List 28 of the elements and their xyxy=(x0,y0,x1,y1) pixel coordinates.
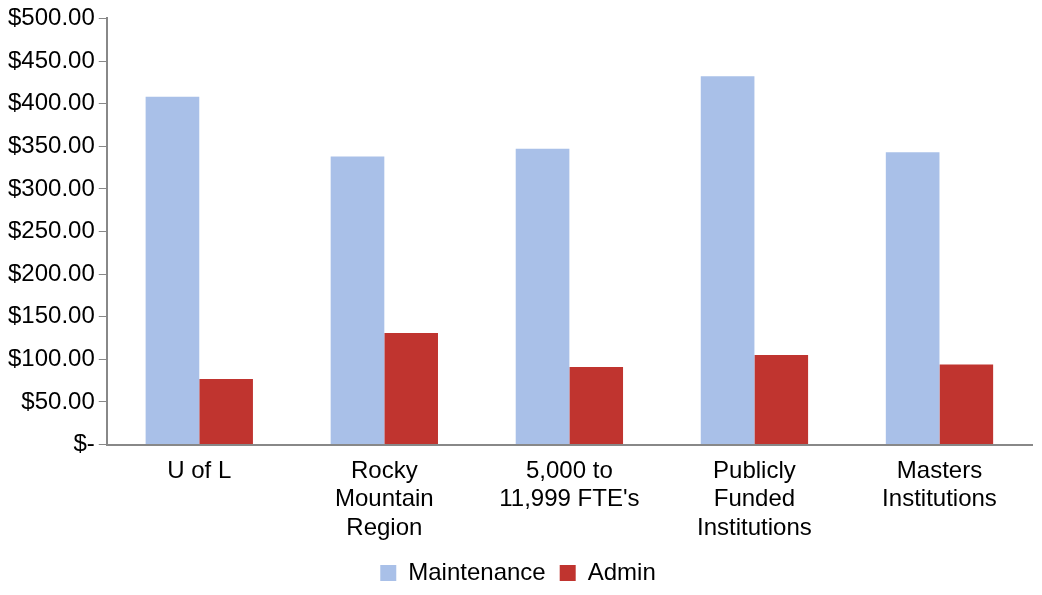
y-tick-label: $350.00 xyxy=(7,130,95,158)
bar xyxy=(330,156,385,445)
legend-label: Maintenance xyxy=(408,557,546,585)
bar xyxy=(145,96,200,445)
y-tick-label: $500.00 xyxy=(7,3,95,31)
bar xyxy=(885,152,940,445)
y-tick-label: $150.00 xyxy=(7,301,95,329)
y-tick-label: $300.00 xyxy=(7,173,95,201)
bar xyxy=(199,378,253,445)
bar xyxy=(569,367,624,445)
y-tick-label: $450.00 xyxy=(7,45,95,73)
bar xyxy=(939,364,994,445)
legend-label: Admin xyxy=(587,557,656,585)
y-tick-label: $400.00 xyxy=(7,88,95,116)
y-tick-label: $250.00 xyxy=(7,216,95,244)
y-tick-label: $200.00 xyxy=(7,258,95,286)
bar xyxy=(515,148,570,445)
x-tick-label: Publicly Funded Institutions xyxy=(697,455,812,541)
x-tick-label: Rocky Mountain Region xyxy=(334,455,434,541)
y-tick-label: $50.00 xyxy=(21,386,95,414)
x-tick-label: Masters Institutions xyxy=(882,455,997,512)
bar xyxy=(700,76,755,445)
y-tick-label: $100.00 xyxy=(7,343,95,371)
x-tick-label: U of L xyxy=(167,455,232,483)
bar xyxy=(384,332,438,445)
bar xyxy=(754,355,809,445)
x-tick-label: 5,000 to 11,999 FTE's xyxy=(499,455,640,512)
y-tick-label: $- xyxy=(73,429,95,457)
